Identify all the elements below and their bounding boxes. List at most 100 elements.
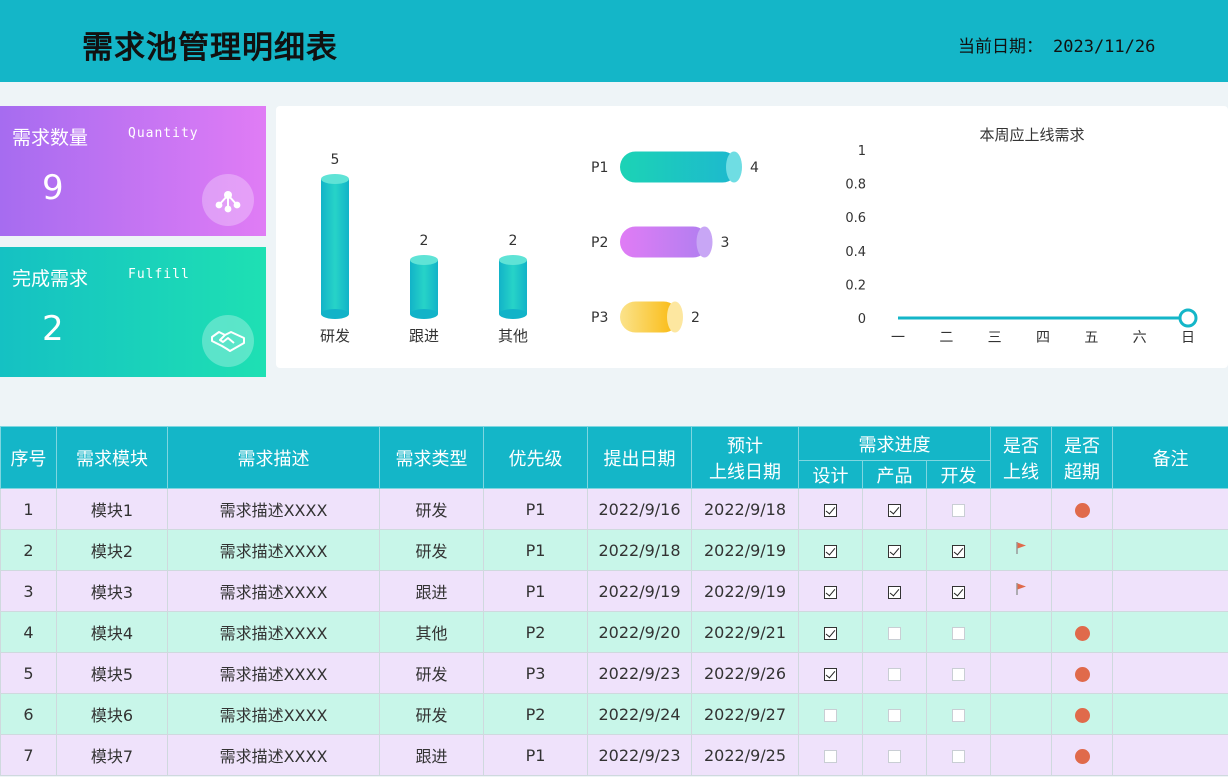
checkbox[interactable]	[952, 626, 965, 640]
checkbox[interactable]	[952, 503, 965, 517]
checkbox[interactable]	[952, 667, 965, 681]
table-row: 1 模块1 需求描述XXXX 研发 P1 2022/9/16 2022/9/18	[0, 488, 1228, 530]
checkbox[interactable]	[952, 585, 965, 599]
cell-priority: P2	[483, 693, 588, 735]
checkbox[interactable]	[824, 626, 837, 640]
cell-expected-date: 2022/9/26	[691, 652, 799, 694]
checkbox[interactable]	[888, 544, 901, 558]
kpi-value: 2	[42, 309, 64, 349]
cell-product	[862, 693, 927, 735]
cell-seq: 1	[0, 488, 57, 530]
cell-seq: 7	[0, 734, 57, 776]
checkbox[interactable]	[824, 544, 837, 558]
checkbox[interactable]	[952, 708, 965, 722]
cell-module: 模块3	[56, 570, 168, 612]
flag-icon	[1016, 542, 1027, 554]
header-line: 是否	[1064, 435, 1101, 457]
overdue-dot	[1074, 502, 1090, 518]
col-header-online: 是否 上线	[990, 426, 1053, 489]
cell-overdue	[1051, 529, 1114, 571]
table-row: 5 模块5 需求描述XXXX 研发 P3 2022/9/23 2022/9/26	[0, 652, 1228, 694]
hbar-value-label: 4	[750, 160, 759, 176]
bar-研发	[321, 179, 349, 314]
bar-category-label: 跟进	[409, 327, 439, 345]
bar-bottom	[321, 309, 349, 319]
cell-expected-date: 2022/9/19	[691, 529, 799, 571]
cell-product	[862, 611, 927, 653]
cell-dev	[925, 693, 992, 735]
checkbox[interactable]	[888, 626, 901, 640]
bar-跟进	[410, 260, 438, 314]
y-tick-label: 0.6	[845, 211, 866, 226]
cell-expected-date: 2022/9/18	[691, 488, 799, 530]
line-point	[1178, 308, 1198, 328]
cell-design	[798, 611, 863, 653]
bar-category-label: 其他	[498, 327, 528, 345]
overdue-dot	[1074, 666, 1090, 682]
cell-seq: 3	[0, 570, 57, 612]
checkbox[interactable]	[888, 667, 901, 681]
col-header-priority: 优先级	[483, 426, 588, 489]
header-line: 上线	[1003, 461, 1040, 483]
kpi-card-fulfill: 完成需求 Fulfill 2	[0, 247, 266, 377]
cell-type: 研发	[379, 529, 484, 571]
bar-top	[499, 255, 527, 265]
cell-design	[798, 693, 863, 735]
cell-expected-date: 2022/9/25	[691, 734, 799, 776]
checkbox[interactable]	[824, 503, 837, 517]
cell-remark	[1112, 734, 1228, 776]
cell-submit-date: 2022/9/23	[587, 734, 692, 776]
bar-bottom	[499, 309, 527, 319]
cell-seq: 4	[0, 611, 57, 653]
cell-dev	[925, 570, 992, 612]
overdue-dot	[1074, 625, 1090, 641]
bar-top	[410, 255, 438, 265]
cell-remark	[1112, 693, 1228, 735]
col-header-submit-date: 提出日期	[587, 426, 692, 489]
cell-remark	[1112, 611, 1228, 653]
header-line: 超期	[1064, 461, 1101, 483]
x-tick-label: 三	[988, 330, 1002, 346]
checkbox[interactable]	[824, 585, 837, 599]
cell-online	[990, 570, 1053, 612]
cell-expected-date: 2022/9/27	[691, 693, 799, 735]
checkbox[interactable]	[824, 708, 837, 722]
cell-product	[862, 529, 927, 571]
cell-design	[798, 570, 863, 612]
cell-overdue	[1051, 693, 1114, 735]
cell-type: 研发	[379, 488, 484, 530]
cell-priority: P1	[483, 488, 588, 530]
cell-priority: P1	[483, 734, 588, 776]
cell-type: 其他	[379, 611, 484, 653]
checkbox[interactable]	[952, 544, 965, 558]
hbar-cap	[696, 226, 713, 258]
cell-priority: P1	[483, 529, 588, 571]
checkbox[interactable]	[888, 503, 901, 517]
cell-submit-date: 2022/9/18	[587, 529, 692, 571]
col-header-expected-date: 预计 上线日期	[691, 426, 799, 489]
kpi-label: 完成需求	[12, 268, 89, 290]
cell-module: 模块7	[56, 734, 168, 776]
checkbox[interactable]	[824, 749, 837, 763]
checkbox[interactable]	[888, 708, 901, 722]
cell-desc: 需求描述XXXX	[167, 693, 380, 735]
cell-product	[862, 570, 927, 612]
date-value: 2023/11/26	[1053, 37, 1156, 57]
hbar-value-label: 2	[691, 310, 700, 326]
checkbox[interactable]	[888, 585, 901, 599]
page-title: 需求池管理明细表	[82, 30, 338, 66]
y-tick-label: 0.8	[845, 178, 866, 193]
checkbox[interactable]	[824, 667, 837, 681]
col-header-seq: 序号	[0, 426, 57, 489]
cell-submit-date: 2022/9/19	[587, 570, 692, 612]
cell-design	[798, 652, 863, 694]
checkbox[interactable]	[888, 749, 901, 763]
y-tick-label: 0.4	[845, 245, 866, 260]
cell-product	[862, 652, 927, 694]
header-bar: 需求池管理明细表 当前日期： 2023/11/26	[0, 0, 1228, 82]
cell-overdue	[1051, 488, 1114, 530]
cell-priority: P2	[483, 611, 588, 653]
checkbox[interactable]	[952, 749, 965, 763]
cell-remark	[1112, 529, 1228, 571]
cell-desc: 需求描述XXXX	[167, 734, 380, 776]
